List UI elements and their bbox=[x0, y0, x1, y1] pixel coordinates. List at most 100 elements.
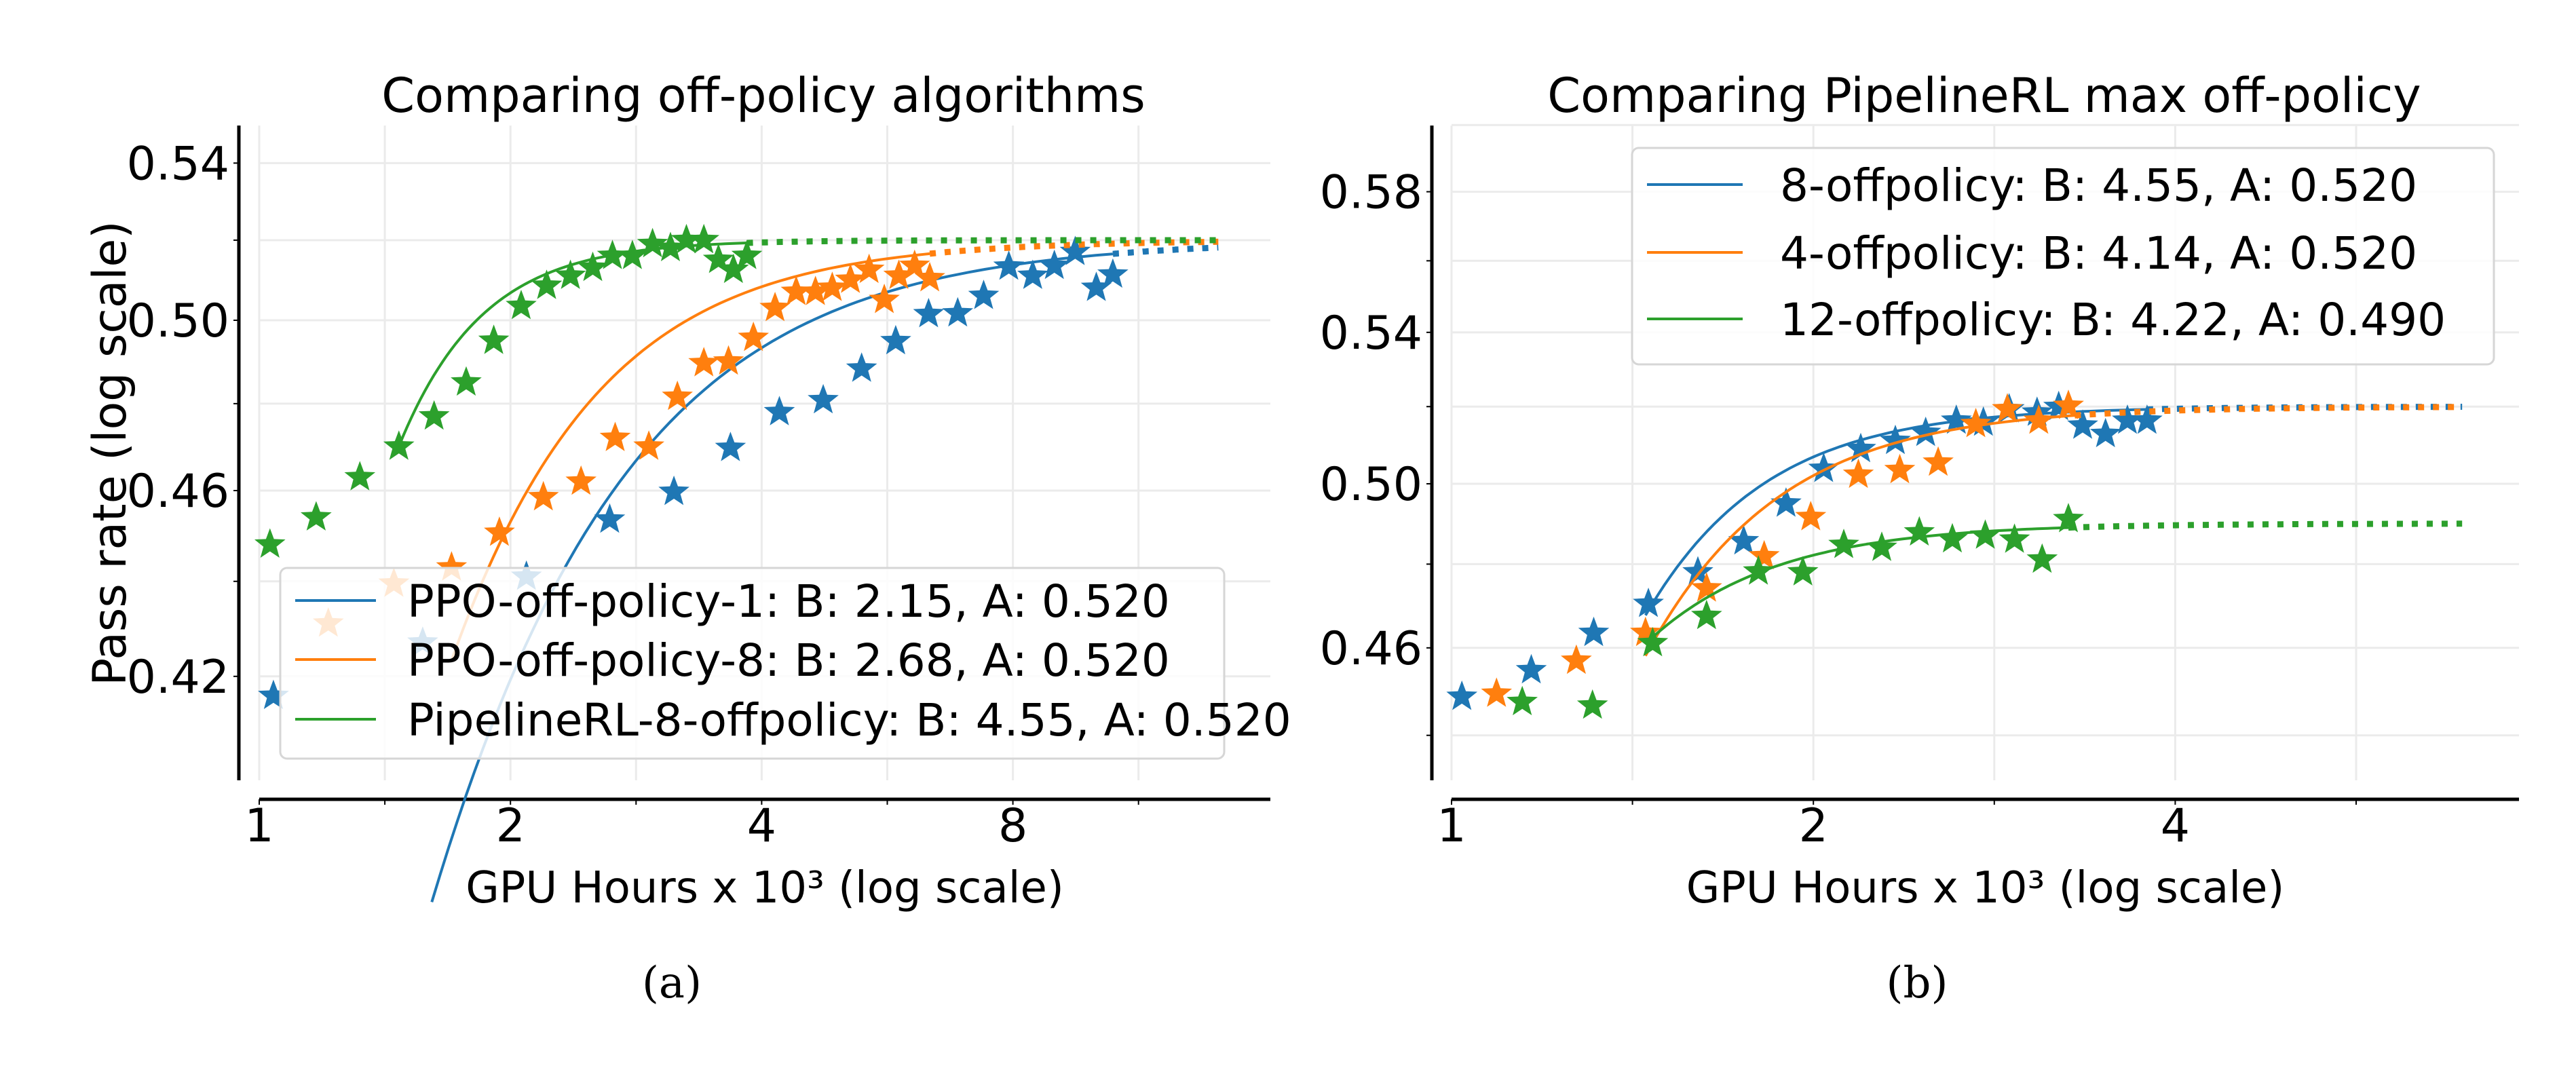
data-point bbox=[913, 298, 945, 328]
legend-label: PPO-off-policy-8: B: 2.68, A: 0.520 bbox=[407, 634, 1170, 687]
data-point bbox=[258, 679, 289, 709]
data-point bbox=[1922, 446, 1954, 476]
data-point bbox=[1866, 531, 1897, 561]
legend-label: 8-offpolicy: B: 4.55, A: 0.520 bbox=[1780, 159, 2417, 212]
data-point bbox=[1038, 249, 1070, 280]
legend-label: 12-offpolicy: B: 4.22, A: 0.490 bbox=[1780, 294, 2446, 346]
data-point bbox=[1637, 626, 1669, 657]
data-point bbox=[1884, 453, 1916, 484]
data-point bbox=[527, 480, 559, 511]
data-point bbox=[715, 432, 746, 461]
panel-caption: (b) bbox=[1887, 958, 1948, 1008]
data-point bbox=[1682, 556, 1713, 586]
data-point bbox=[670, 223, 702, 254]
y-tick-label: 0.50 bbox=[127, 294, 229, 348]
data-point bbox=[1795, 501, 1827, 531]
data-point bbox=[763, 396, 795, 425]
x-tick-label: 4 bbox=[2161, 799, 2190, 853]
data-point bbox=[1845, 432, 1876, 463]
chart-title: Comparing off-policy algorithms bbox=[381, 68, 1145, 123]
data-point bbox=[1828, 529, 1859, 558]
data-point bbox=[418, 400, 450, 430]
data-point bbox=[254, 528, 286, 558]
y-tick-label: 0.50 bbox=[1320, 458, 1422, 512]
data-point bbox=[2089, 417, 2121, 448]
y-tick-label: 0.46 bbox=[1320, 622, 1422, 676]
x-tick-label: 4 bbox=[747, 799, 776, 853]
data-point bbox=[1937, 522, 1968, 553]
data-point bbox=[1578, 616, 1610, 647]
panel-caption: (a) bbox=[642, 958, 702, 1008]
data-point bbox=[1748, 539, 1780, 570]
data-point bbox=[717, 253, 749, 284]
data-point bbox=[2067, 409, 2098, 439]
data-point bbox=[506, 290, 537, 320]
data-point bbox=[436, 551, 468, 581]
data-point bbox=[594, 503, 626, 533]
data-point bbox=[617, 240, 648, 269]
data-point bbox=[1992, 393, 2023, 423]
data-point bbox=[2132, 404, 2163, 434]
data-point bbox=[713, 345, 744, 375]
x-tick-label: 8 bbox=[998, 799, 1027, 853]
data-point bbox=[731, 240, 763, 269]
data-point bbox=[662, 380, 693, 411]
data-point bbox=[835, 263, 866, 293]
fit-curve bbox=[1644, 414, 2075, 657]
data-point bbox=[1507, 685, 1538, 716]
data-point bbox=[1515, 653, 1547, 684]
series-2 bbox=[254, 223, 1219, 558]
series-2 bbox=[1507, 503, 2463, 719]
y-axis-label: Pass rate (log scale) bbox=[83, 221, 137, 685]
x-axis-label: GPU Hours x 10³ (log scale) bbox=[466, 863, 1064, 913]
fit-curve bbox=[1652, 526, 2069, 638]
x-tick-label: 2 bbox=[496, 799, 525, 853]
data-point bbox=[1969, 519, 2001, 549]
data-point bbox=[808, 383, 839, 414]
data-point bbox=[1770, 487, 1802, 517]
data-point bbox=[1743, 555, 1774, 585]
legend-box bbox=[1631, 147, 2495, 366]
data-point bbox=[942, 297, 974, 327]
x-axis-label: GPU Hours x 10³ (log scale) bbox=[1686, 863, 2285, 913]
legend-label: PPO-off-policy-1: B: 2.15, A: 0.520 bbox=[407, 575, 1170, 628]
panel-a-chart: 1 2 4 8 0.42 0.46 0.50 0.54 Comparing off-policy… bbox=[83, 68, 1291, 1008]
data-point bbox=[1576, 689, 1608, 719]
data-point bbox=[688, 223, 719, 254]
data-point bbox=[637, 227, 668, 258]
data-point bbox=[853, 253, 885, 284]
legend-label: PipelineRL-8-offpolicy: B: 4.55, A: 0.52… bbox=[407, 694, 1291, 746]
data-point bbox=[1941, 404, 1972, 434]
data-point bbox=[1808, 453, 1840, 482]
legend: 8-offpolicy: B: 4.55, A: 0.520 4-offpolic… bbox=[1631, 147, 2495, 366]
data-point bbox=[1903, 516, 1935, 546]
data-point bbox=[451, 366, 482, 396]
data-point bbox=[1691, 599, 1722, 630]
data-point bbox=[2112, 404, 2143, 434]
data-point bbox=[1999, 523, 2030, 553]
data-point bbox=[688, 347, 719, 377]
data-point bbox=[1446, 680, 1478, 710]
data-point bbox=[914, 262, 945, 292]
data-point bbox=[738, 322, 770, 351]
data-point bbox=[869, 284, 900, 313]
data-point bbox=[565, 465, 596, 495]
y-tick-label: 0.58 bbox=[1320, 166, 1422, 220]
fit-curve bbox=[450, 252, 930, 662]
legend-box bbox=[279, 567, 1226, 760]
data-point bbox=[1097, 258, 1129, 288]
data-point bbox=[1630, 616, 1661, 647]
data-point bbox=[799, 275, 831, 305]
data-point bbox=[531, 269, 563, 299]
data-point bbox=[1728, 525, 1760, 555]
data-point bbox=[554, 259, 586, 289]
data-point bbox=[599, 421, 631, 451]
chart-title: Comparing PipelineRL max off-policy bbox=[1547, 68, 2421, 123]
extrapolated-curve bbox=[746, 237, 1219, 246]
data-point bbox=[301, 501, 332, 531]
data-point bbox=[968, 280, 1000, 309]
x-tick-label: 1 bbox=[244, 799, 273, 853]
data-point bbox=[880, 324, 911, 355]
panel-b-chart: 1 2 4 0.46 0.50 0.54 0.58 Comparing PipelineRL … bbox=[1320, 68, 2519, 1008]
